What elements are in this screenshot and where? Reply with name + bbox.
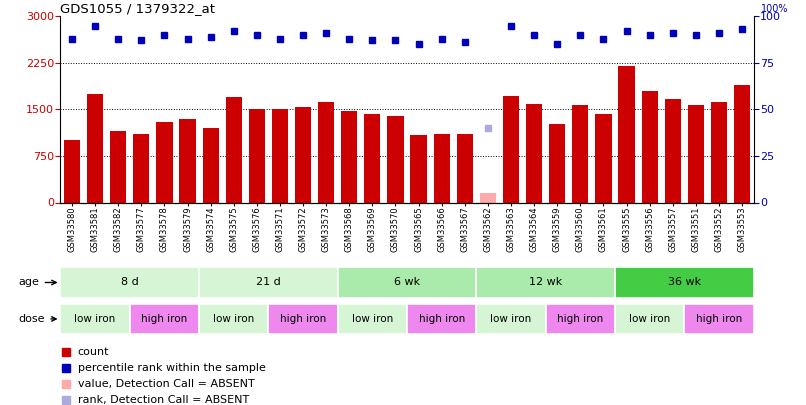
Bar	[87, 94, 103, 202]
Text: 8 d: 8 d	[121, 277, 139, 288]
Bar	[410, 135, 426, 202]
Text: low iron: low iron	[490, 314, 532, 324]
Bar	[615, 267, 754, 298]
Bar	[156, 122, 172, 202]
Bar	[642, 91, 658, 202]
Bar	[130, 304, 199, 334]
Text: low iron: low iron	[213, 314, 255, 324]
Bar	[476, 304, 546, 334]
Bar	[618, 66, 634, 202]
Text: percentile rank within the sample: percentile rank within the sample	[77, 363, 266, 373]
Bar	[272, 109, 288, 202]
Text: 12 wk: 12 wk	[529, 277, 563, 288]
Bar	[268, 304, 338, 334]
Text: high iron: high iron	[141, 314, 188, 324]
Text: high iron: high iron	[696, 314, 742, 324]
Text: value, Detection Call = ABSENT: value, Detection Call = ABSENT	[77, 379, 255, 389]
Bar	[526, 104, 542, 202]
Bar	[318, 102, 334, 202]
Bar	[503, 96, 519, 202]
Bar	[364, 114, 380, 202]
Text: high iron: high iron	[557, 314, 604, 324]
Bar	[60, 267, 199, 298]
Bar	[615, 304, 684, 334]
Bar	[295, 107, 311, 202]
Bar	[249, 109, 265, 202]
Bar	[60, 304, 130, 334]
Bar	[64, 141, 80, 202]
Bar	[180, 119, 196, 202]
Bar	[457, 134, 473, 202]
Text: low iron: low iron	[351, 314, 393, 324]
Bar	[407, 304, 476, 334]
Text: 6 wk: 6 wk	[394, 277, 420, 288]
Bar	[596, 114, 612, 202]
Bar	[546, 304, 615, 334]
Text: 21 d: 21 d	[256, 277, 280, 288]
Text: low iron: low iron	[74, 314, 116, 324]
Bar	[388, 115, 404, 202]
Bar	[434, 134, 450, 202]
Bar	[133, 134, 149, 202]
Text: rank, Detection Call = ABSENT: rank, Detection Call = ABSENT	[77, 395, 249, 405]
Bar	[734, 85, 750, 202]
Bar	[549, 124, 565, 202]
Bar	[688, 105, 704, 202]
Text: low iron: low iron	[629, 314, 671, 324]
Bar	[338, 267, 476, 298]
Text: age: age	[19, 277, 56, 288]
Text: high iron: high iron	[418, 314, 465, 324]
Text: GDS1055 / 1379322_at: GDS1055 / 1379322_at	[60, 2, 215, 15]
Bar	[572, 105, 588, 202]
Bar	[711, 102, 727, 202]
Bar	[202, 128, 218, 202]
Bar	[199, 267, 338, 298]
Text: count: count	[77, 347, 110, 357]
Bar	[110, 131, 127, 202]
Bar	[684, 304, 754, 334]
Text: 36 wk: 36 wk	[667, 277, 701, 288]
Text: 100%: 100%	[761, 4, 788, 14]
Bar	[341, 111, 357, 202]
Bar	[665, 99, 681, 202]
Bar	[199, 304, 268, 334]
Bar	[226, 97, 242, 202]
Text: high iron: high iron	[280, 314, 326, 324]
Bar	[476, 267, 615, 298]
Text: dose: dose	[19, 314, 56, 324]
Bar	[480, 193, 496, 202]
Bar	[338, 304, 407, 334]
